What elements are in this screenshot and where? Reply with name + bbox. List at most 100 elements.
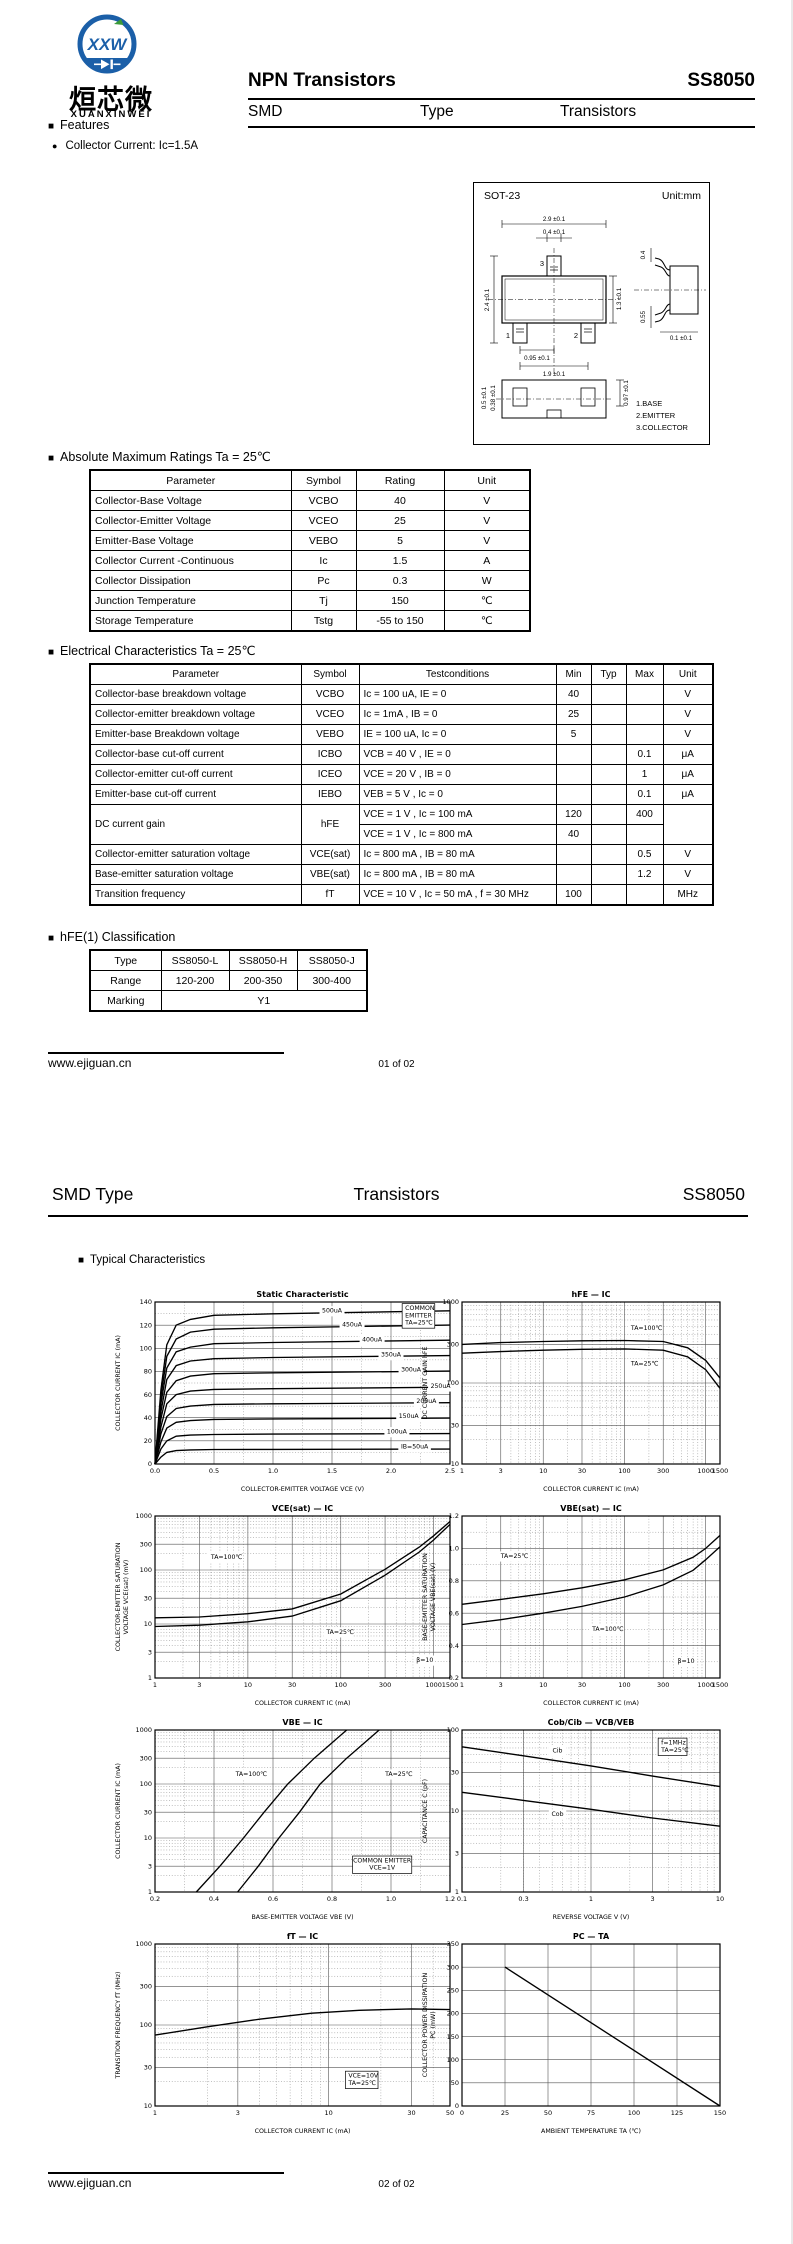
table-header-row: Parameter Symbol Rating Unit: [89, 469, 531, 491]
svg-text:10: 10: [539, 1681, 547, 1689]
table-cell: Transition frequency: [89, 884, 302, 906]
svg-text:50: 50: [451, 2079, 459, 2087]
title-rule: [248, 98, 755, 100]
svg-text:30: 30: [144, 2064, 152, 2072]
table-cell: Tj: [290, 590, 357, 611]
table-cell: 25: [555, 704, 592, 725]
svg-text:20: 20: [144, 1437, 152, 1445]
svg-text:250: 250: [447, 1986, 459, 1994]
table-cell: Collector Current -Continuous: [89, 550, 292, 571]
svg-text:1: 1: [589, 1895, 593, 1903]
svg-text:3: 3: [499, 1681, 503, 1689]
chart-vbe-sat-vs-ic: 1 3 10 30 100 300 100015000.20.40.60.81.01.2VB…: [422, 1504, 729, 1707]
svg-text:150uA: 150uA: [399, 1413, 420, 1420]
svg-text:1500: 1500: [712, 1681, 729, 1689]
footer-site-link[interactable]: www.ejiguan.cn: [48, 1056, 132, 1070]
svg-text:0.55: 0.55: [640, 310, 647, 323]
table-cell: 1.2: [625, 864, 664, 885]
table-row: Range 120-200 200-350 300-400: [89, 970, 368, 991]
table-cell: Collector-Emitter Voltage: [89, 510, 292, 531]
table-header: Parameter: [89, 469, 292, 491]
page-number-1: 01 of 02: [378, 1059, 415, 1070]
svg-text:COLLECTOR CURRENT IC (mA): COLLECTOR CURRENT IC (mA): [543, 1486, 639, 1493]
svg-text:COLLECTOR-EMITTER SATURATION: COLLECTOR-EMITTER SATURATION: [115, 1542, 122, 1651]
svg-text:350: 350: [447, 1940, 459, 1948]
table-cell: VCEO: [300, 704, 360, 725]
page2-header-left: SMD Type: [52, 1184, 134, 1204]
table-header: Unit: [443, 469, 531, 491]
pin-label-base: 1.BASE: [636, 399, 662, 408]
svg-text:0: 0: [455, 2102, 459, 2110]
svg-text:3: 3: [650, 1895, 654, 1903]
svg-text:1: 1: [148, 1674, 152, 1682]
table-cell: IE = 100 uA, Ic = 0: [358, 724, 557, 745]
table-cell: 25: [355, 510, 445, 531]
svg-text:0.4: 0.4: [640, 250, 647, 259]
svg-text:30: 30: [144, 1808, 152, 1816]
table-cell: [590, 884, 627, 906]
svg-text:60: 60: [144, 1391, 152, 1399]
table-cell: 0.1: [625, 744, 664, 765]
footer-rule-1: [48, 1052, 284, 1054]
table-cell: V: [443, 490, 531, 511]
svg-text:TA=100℃: TA=100℃: [235, 1771, 268, 1778]
company-logo-icon: XXW: [77, 14, 137, 74]
svg-text:COLLECTOR CURRENT IC (mA): COLLECTOR CURRENT IC (mA): [543, 1700, 639, 1707]
svg-text:TA=25℃: TA=25℃: [500, 1553, 529, 1560]
svg-text:500uA: 500uA: [322, 1308, 343, 1315]
svg-text:80: 80: [144, 1368, 152, 1376]
svg-text:200uA: 200uA: [416, 1398, 437, 1405]
table-cell: Y1: [160, 990, 368, 1012]
svg-text:Cob: Cob: [551, 1811, 563, 1818]
chart-ft-vs-ic: 1 3 10 30 50 10 30 100 300 1000 fT — IC COLLECTOR C…: [115, 1932, 454, 2135]
svg-text:2.0: 2.0: [386, 1467, 396, 1475]
svg-text:150: 150: [447, 2033, 459, 2041]
table-row: DC current gain hFE VCE = 1 V , Ic = 100 m…: [89, 804, 714, 845]
table-cell: 5: [555, 724, 592, 745]
table-row: Collector-Base Voltage VCBO 40 V: [89, 490, 531, 511]
svg-text:1.3 ±0.1: 1.3 ±0.1: [616, 287, 623, 310]
table-cell: [590, 744, 627, 765]
svg-text:1000: 1000: [135, 1726, 152, 1734]
table-row: Collector-emitter breakdown voltage VCEO I…: [89, 704, 714, 725]
table-cell: DC current gain: [89, 804, 302, 845]
svg-text:TA=25℃: TA=25℃: [384, 1771, 413, 1778]
svg-text:30: 30: [578, 1681, 586, 1689]
table-cell: [590, 864, 627, 885]
table-header: Symbol: [290, 469, 357, 491]
svg-text:100: 100: [618, 1681, 630, 1689]
svg-text:10: 10: [451, 1460, 459, 1468]
page2-header-center: Transistors: [353, 1184, 440, 1204]
table-cell: hFE: [300, 804, 360, 845]
svg-text:10: 10: [244, 1681, 252, 1689]
footer-site-link-2[interactable]: www.ejiguan.cn: [48, 2176, 132, 2190]
svg-text:1.9 ±0.1: 1.9 ±0.1: [543, 371, 566, 378]
svg-text:0.0: 0.0: [150, 1467, 160, 1475]
svg-text:100: 100: [628, 2109, 640, 2117]
svg-text:0.4 ±0.1: 0.4 ±0.1: [543, 229, 566, 236]
table-cell: 0.3: [355, 570, 445, 591]
pin-label-emitter: 2.EMITTER: [636, 411, 676, 420]
svg-text:0.97 ±0.1: 0.97 ±0.1: [623, 380, 630, 406]
svg-text:COLLECTOR POWER DISSIPATION: COLLECTOR POWER DISSIPATION: [422, 1973, 429, 2078]
table-row: Junction Temperature Tj 150 ℃: [89, 590, 531, 611]
table-cell: 200-350: [228, 970, 298, 991]
svg-text:β=10: β=10: [416, 1657, 433, 1664]
svg-text:COLLECTOR CURRENT IC (mA): COLLECTOR CURRENT IC (mA): [255, 1700, 351, 1707]
table-cell: [590, 764, 627, 785]
table-cell: Ic = 800 mA , IB = 80 mA: [358, 844, 557, 865]
svg-text:DC CURRENT GAIN hFE: DC CURRENT GAIN hFE: [422, 1347, 429, 1420]
svg-text:3: 3: [197, 1681, 201, 1689]
table-header: Min: [555, 663, 592, 685]
svg-text:Cib: Cib: [553, 1747, 563, 1754]
svg-text:2: 2: [574, 331, 578, 340]
elec-table: Parameter Symbol Testconditions Min Typ Max Un…: [89, 663, 714, 906]
table-cell: Storage Temperature: [89, 610, 292, 632]
svg-text:300: 300: [140, 1540, 152, 1548]
svg-text:100: 100: [140, 2021, 152, 2029]
svg-text:0.1 ±0.1: 0.1 ±0.1: [670, 335, 693, 342]
brand-name-cn: 烜芯微: [69, 85, 153, 115]
table-cell: [625, 884, 664, 906]
